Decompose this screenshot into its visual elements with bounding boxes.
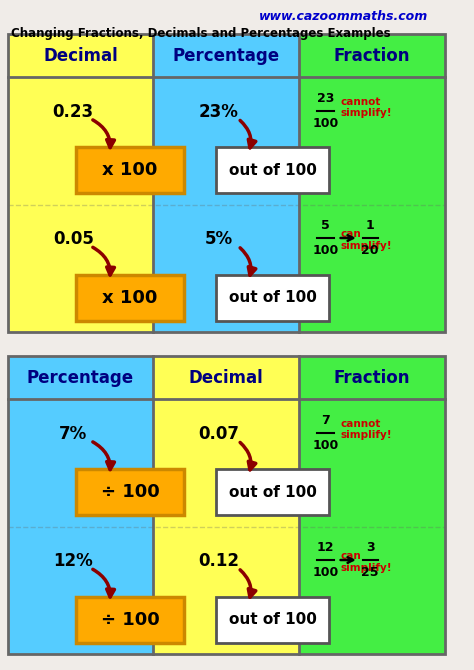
Text: 100: 100 bbox=[312, 566, 338, 579]
Text: 5: 5 bbox=[321, 219, 330, 232]
Text: 7%: 7% bbox=[59, 425, 87, 443]
FancyBboxPatch shape bbox=[76, 147, 184, 193]
Text: can
simplify!: can simplify! bbox=[341, 229, 392, 251]
FancyArrowPatch shape bbox=[240, 248, 256, 275]
Text: 7: 7 bbox=[321, 413, 330, 427]
Text: ÷ 100: ÷ 100 bbox=[100, 610, 159, 628]
FancyArrowPatch shape bbox=[240, 570, 256, 597]
Bar bbox=[154, 356, 299, 654]
Text: 5%: 5% bbox=[205, 230, 233, 248]
FancyArrowPatch shape bbox=[93, 120, 114, 147]
Text: out of 100: out of 100 bbox=[229, 290, 317, 305]
Text: out of 100: out of 100 bbox=[229, 612, 317, 627]
Text: www.cazoommaths.com: www.cazoommaths.com bbox=[259, 10, 428, 23]
FancyArrowPatch shape bbox=[93, 442, 114, 470]
Bar bbox=[8, 356, 445, 654]
Text: Fraction: Fraction bbox=[334, 47, 410, 64]
FancyBboxPatch shape bbox=[216, 147, 329, 193]
Text: 0.07: 0.07 bbox=[199, 425, 239, 443]
FancyBboxPatch shape bbox=[216, 596, 329, 643]
Bar bbox=[154, 34, 299, 332]
Text: out of 100: out of 100 bbox=[229, 163, 317, 178]
Bar bbox=[8, 356, 154, 654]
Text: x 100: x 100 bbox=[102, 289, 158, 307]
Text: 12%: 12% bbox=[54, 552, 93, 570]
Text: 20: 20 bbox=[361, 244, 379, 257]
Text: Fraction: Fraction bbox=[334, 369, 410, 387]
Text: 0.12: 0.12 bbox=[199, 552, 239, 570]
FancyArrowPatch shape bbox=[93, 247, 114, 275]
Bar bbox=[299, 356, 445, 654]
Text: 23: 23 bbox=[317, 92, 334, 105]
Text: cannot
simplify!: cannot simplify! bbox=[341, 419, 392, 440]
Text: out of 100: out of 100 bbox=[229, 484, 317, 500]
Text: 100: 100 bbox=[312, 439, 338, 452]
FancyBboxPatch shape bbox=[216, 469, 329, 515]
Text: Percentage: Percentage bbox=[27, 369, 134, 387]
FancyArrowPatch shape bbox=[240, 121, 256, 148]
Text: 0.05: 0.05 bbox=[53, 230, 94, 248]
FancyArrowPatch shape bbox=[93, 570, 114, 597]
Text: ÷ 100: ÷ 100 bbox=[100, 483, 159, 501]
Text: 3: 3 bbox=[366, 541, 374, 554]
Text: cannot
simplify!: cannot simplify! bbox=[341, 96, 392, 119]
Text: Changing Fractions, Decimals and Percentages Examples: Changing Fractions, Decimals and Percent… bbox=[11, 27, 391, 40]
Text: Decimal: Decimal bbox=[189, 369, 264, 387]
Text: 12: 12 bbox=[317, 541, 334, 554]
Text: 1: 1 bbox=[366, 219, 374, 232]
Bar bbox=[299, 34, 445, 332]
Text: can
simplify!: can simplify! bbox=[341, 551, 392, 573]
FancyBboxPatch shape bbox=[216, 275, 329, 321]
FancyBboxPatch shape bbox=[76, 275, 184, 321]
FancyBboxPatch shape bbox=[76, 596, 184, 643]
Bar bbox=[8, 34, 445, 332]
Text: 100: 100 bbox=[312, 244, 338, 257]
Text: Percentage: Percentage bbox=[173, 47, 280, 64]
Text: 23%: 23% bbox=[199, 103, 239, 121]
Text: 0.23: 0.23 bbox=[53, 103, 94, 121]
FancyBboxPatch shape bbox=[76, 469, 184, 515]
Text: x 100: x 100 bbox=[102, 161, 158, 179]
Bar bbox=[8, 34, 154, 332]
Text: 100: 100 bbox=[312, 117, 338, 129]
FancyArrowPatch shape bbox=[240, 442, 256, 470]
Text: Decimal: Decimal bbox=[43, 47, 118, 64]
Text: 25: 25 bbox=[361, 566, 379, 579]
